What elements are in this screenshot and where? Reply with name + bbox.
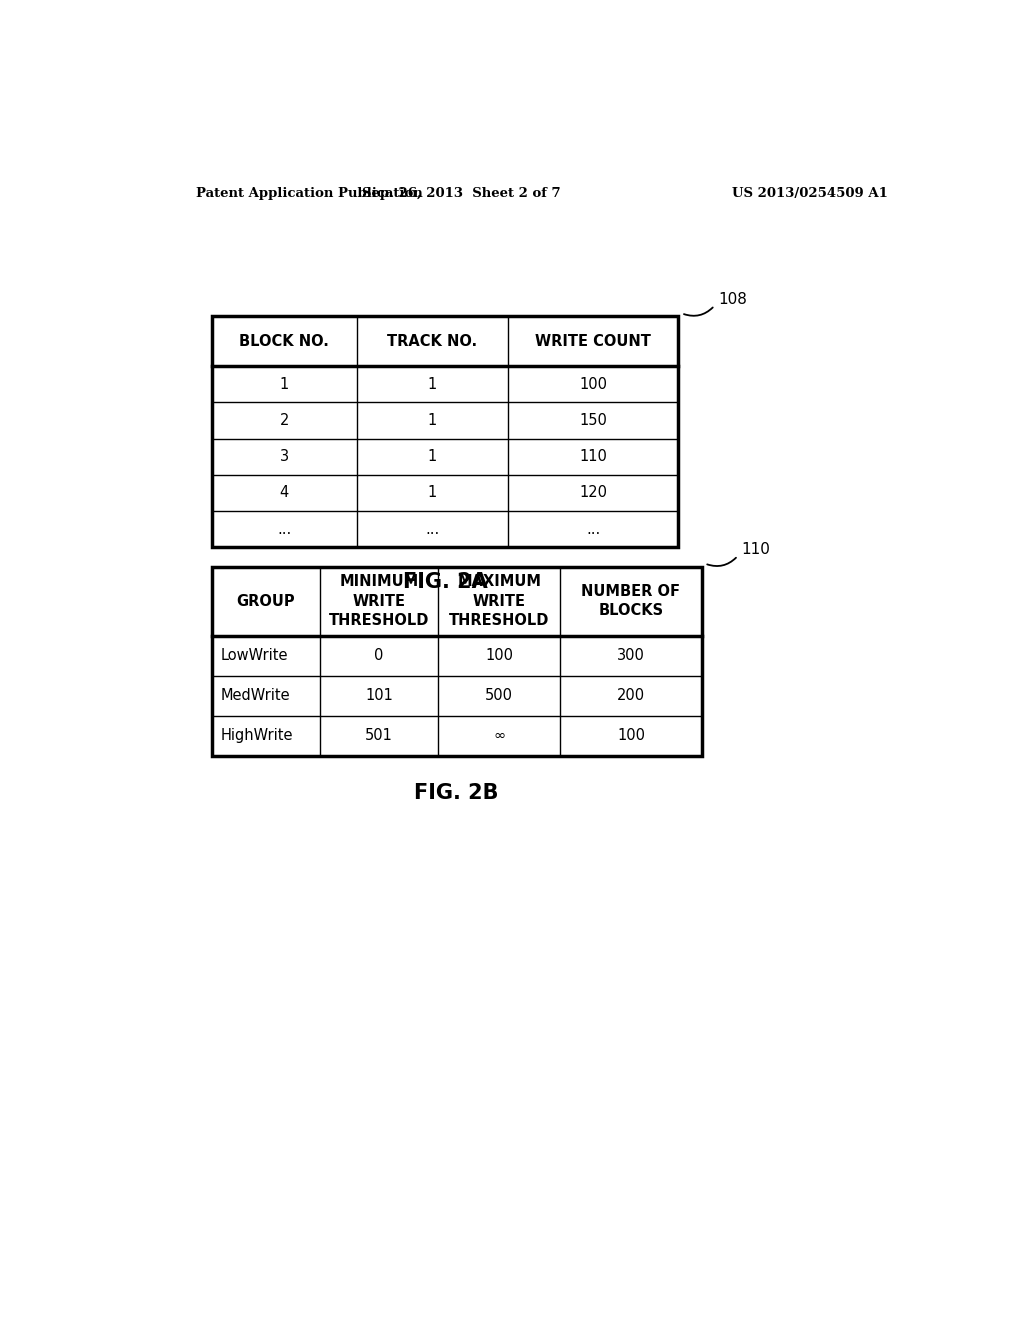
Text: ...: ... [586,521,600,537]
Text: HighWrite: HighWrite [221,729,294,743]
Text: 300: 300 [617,648,645,664]
Text: MINIMUM
WRITE
THRESHOLD: MINIMUM WRITE THRESHOLD [329,574,429,628]
Text: US 2013/0254509 A1: US 2013/0254509 A1 [732,186,889,199]
Text: GROUP: GROUP [237,594,295,609]
Text: 100: 100 [579,378,607,392]
Text: Patent Application Publication: Patent Application Publication [197,186,423,199]
Text: 110: 110 [579,449,607,465]
Text: 200: 200 [616,688,645,704]
Text: BLOCK NO.: BLOCK NO. [240,334,329,348]
Text: 0: 0 [375,648,384,664]
Text: ...: ... [278,521,291,537]
Text: 3: 3 [280,449,289,465]
Text: 101: 101 [366,688,393,704]
Text: 1: 1 [428,449,437,465]
Text: NUMBER OF
BLOCKS: NUMBER OF BLOCKS [582,583,681,618]
Text: 120: 120 [579,486,607,500]
Text: 2: 2 [280,413,289,428]
Text: MedWrite: MedWrite [221,688,291,704]
Text: 150: 150 [579,413,607,428]
Text: WRITE COUNT: WRITE COUNT [536,334,651,348]
Text: TRACK NO.: TRACK NO. [387,334,477,348]
Text: 4: 4 [280,486,289,500]
Text: LowWrite: LowWrite [221,648,289,664]
Text: 100: 100 [485,648,513,664]
Text: FIG. 2B: FIG. 2B [415,783,499,803]
Text: 501: 501 [366,729,393,743]
Text: MAXIMUM
WRITE
THRESHOLD: MAXIMUM WRITE THRESHOLD [450,574,550,628]
Text: Sep. 26, 2013  Sheet 2 of 7: Sep. 26, 2013 Sheet 2 of 7 [361,186,560,199]
Text: ∞: ∞ [494,729,505,743]
Bar [212,317,678,548]
Text: 1: 1 [428,413,437,428]
Text: FIG. 2A: FIG. 2A [402,572,487,591]
Bar [212,566,701,756]
Text: 1: 1 [428,486,437,500]
Text: ...: ... [425,521,439,537]
Text: 500: 500 [485,688,513,704]
Text: 110: 110 [741,543,771,557]
Text: 100: 100 [617,729,645,743]
Text: 108: 108 [719,292,748,306]
Text: 1: 1 [428,378,437,392]
Text: 1: 1 [280,378,289,392]
